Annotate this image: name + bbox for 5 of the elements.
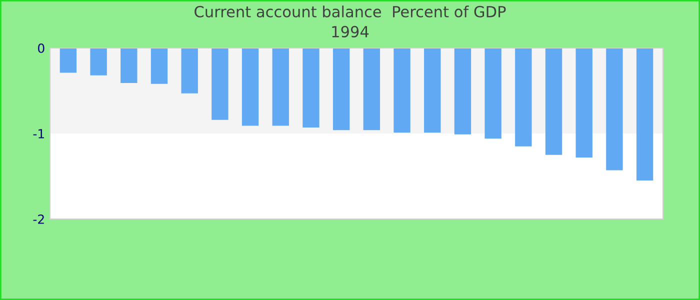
y-tick-label: -2 (33, 214, 44, 224)
y-tick-label: 0 (38, 43, 44, 53)
chart-subtitle: 1994 (332, 26, 369, 38)
chart-title: Current account balance Percent of GDP (194, 6, 506, 18)
y-tick-label: -1 (33, 129, 44, 138)
